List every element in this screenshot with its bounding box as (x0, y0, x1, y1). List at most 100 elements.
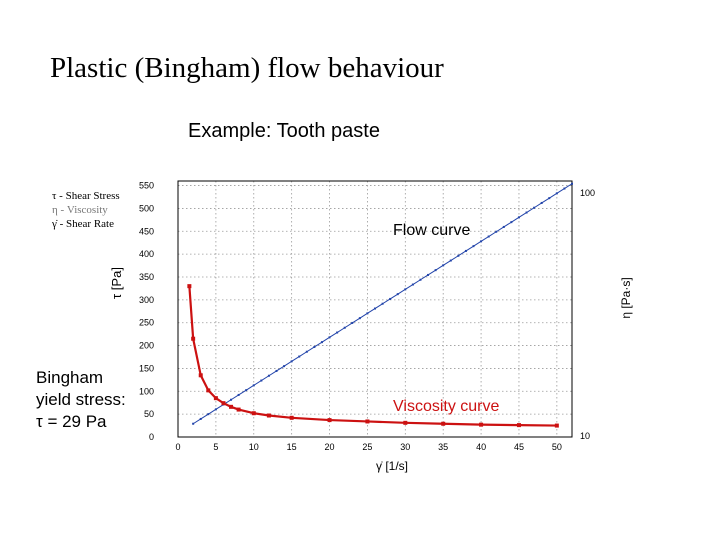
page-title: Plastic (Bingham) flow behaviour (50, 52, 444, 84)
flow-curve-point (237, 393, 240, 396)
viscosity-curve-point (266, 413, 271, 418)
flow-curve-point (419, 278, 422, 281)
x-tick-label: 20 (325, 442, 335, 452)
flow-curve-point (533, 206, 536, 209)
flow-curve-point (351, 321, 354, 324)
flow-curve-point (275, 369, 278, 372)
y-tick-label: 350 (139, 272, 154, 282)
x-tick-label: 50 (552, 442, 562, 452)
y-tick-label: 300 (139, 295, 154, 305)
flow-curve-point (563, 187, 566, 190)
x-tick-label: 5 (213, 442, 218, 452)
viscosity-curve-label: Viscosity curve (393, 398, 500, 415)
viscosity-curve-point (221, 401, 226, 406)
viscosity-curve-point (327, 418, 332, 423)
flow-curve-point (207, 413, 210, 416)
viscosity-curve-point (251, 411, 256, 416)
x-tick-label: 45 (514, 442, 524, 452)
flow-curve-point (548, 197, 551, 200)
flow-curve-point (457, 254, 460, 257)
flow-curve-point (328, 336, 331, 339)
y-tick-label: 450 (139, 226, 154, 236)
y-tick-label: 150 (139, 363, 154, 373)
flow-curve-point (411, 283, 414, 286)
viscosity-curve-point (187, 284, 192, 289)
chart-labels: 0 50 100 150 200 250 300 350 400 450 500 550 0 5 10 15 2… (109, 181, 633, 473)
x-tick-label: 30 (400, 442, 410, 452)
bingham-yield-note: Bingham yield stress: τ = 29 Pa (36, 367, 126, 433)
flow-curve-point (298, 355, 301, 358)
y-tick-label: 400 (139, 249, 154, 259)
flow-curve-point (502, 225, 505, 228)
flow-curve-point (396, 293, 399, 296)
flow-curve-point (283, 365, 286, 368)
flow-curve-point (404, 288, 407, 291)
flow-curve-point (487, 235, 490, 238)
flow-curve-point (540, 201, 543, 204)
viscosity-curve-point (213, 396, 218, 401)
y-axis-label-left: τ [Pa] (109, 267, 124, 299)
x-tick-label: 0 (175, 442, 180, 452)
flow-curve-point (313, 345, 316, 348)
y-tick-label: 0 (149, 432, 154, 442)
x-tick-label: 10 (249, 442, 259, 452)
flow-curve-point (358, 317, 361, 320)
y-tick-label: 50 (144, 409, 154, 419)
flow-curve-point (517, 216, 520, 219)
flow-curve-point (555, 192, 558, 195)
flow-curve-point (525, 211, 528, 214)
viscosity-curve-point (289, 415, 294, 420)
legend-viscosity: η - Viscosity (52, 204, 108, 216)
viscosity-curve-point (198, 373, 203, 378)
bingham-line-2: yield stress: (36, 390, 126, 409)
symbol-legend: τ - Shear Stress η - Viscosity γ̇ - Shea… (52, 189, 120, 231)
y-tick-label: 500 (139, 203, 154, 213)
y-tick-label: 250 (139, 318, 154, 328)
viscosity-curve-point (206, 388, 211, 393)
flow-curve-point (267, 374, 270, 377)
flow-curve-point (230, 398, 233, 401)
right-tick-label: 100 (580, 188, 595, 198)
x-axis-label: γ̇ [1/s] (376, 459, 408, 473)
bingham-line-3: τ = 29 Pa (36, 412, 107, 431)
viscosity-curve-point (229, 404, 234, 409)
viscosity-curve-point (365, 419, 370, 424)
flow-curve-point (472, 245, 475, 248)
flow-curve-point (495, 230, 498, 233)
chart-series (187, 182, 573, 428)
flow-curve-point (427, 273, 430, 276)
x-tick-label: 40 (476, 442, 486, 452)
x-tick-label: 15 (287, 442, 297, 452)
viscosity-curve-point (554, 423, 559, 428)
page-subtitle: Example: Tooth paste (188, 120, 380, 142)
legend-shear-stress: τ - Shear Stress (52, 190, 120, 202)
plot-frame (177, 180, 573, 438)
bingham-line-1: Bingham (36, 368, 104, 387)
flow-curve-point (290, 360, 293, 363)
y-tick-label: 200 (139, 341, 154, 351)
flow-curve-point (449, 259, 452, 262)
viscosity-curve-line (188, 286, 557, 427)
flow-curve-point (214, 408, 217, 411)
y-tick-label: 100 (139, 386, 154, 396)
flow-curve-label: Flow curve (393, 222, 470, 239)
flow-curve-point (320, 341, 323, 344)
flow-curve-point (343, 326, 346, 329)
flow-curve-point (571, 182, 573, 185)
right-tick-label: 10 (580, 431, 590, 441)
viscosity-curve-point (441, 421, 446, 426)
flow-curve-point (199, 417, 202, 420)
x-tick-label: 35 (438, 442, 448, 452)
chart-axes (177, 180, 573, 438)
y-axis-label-right: η [Pa·s] (619, 277, 633, 318)
x-tick-label: 25 (362, 442, 372, 452)
flow-curve-point (305, 350, 308, 353)
flow-curve-point (366, 312, 369, 315)
y-tick-label: 550 (139, 181, 154, 191)
flow-curve-point (374, 307, 376, 310)
flow-curve-point (480, 240, 483, 243)
flow-curve-point (442, 264, 445, 267)
flow-curve-point (389, 297, 392, 300)
viscosity-curve-point (479, 422, 484, 427)
